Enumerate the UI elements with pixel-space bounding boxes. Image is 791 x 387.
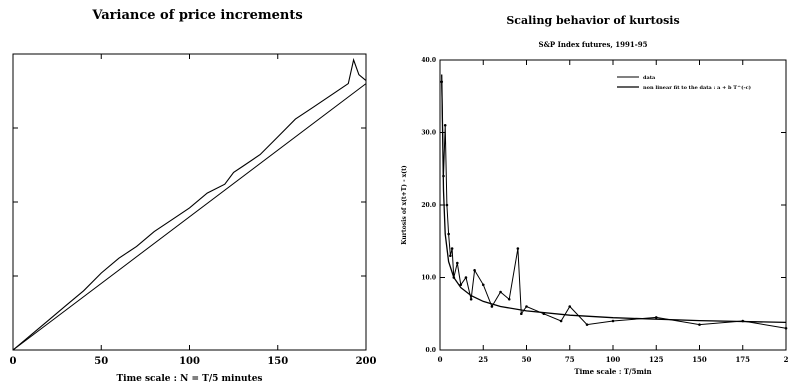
data-point — [559, 319, 563, 323]
chart-title: Variance of price increments — [92, 8, 303, 23]
x-tick-label: 100 — [179, 356, 200, 367]
data-point — [450, 247, 454, 250]
data-point — [516, 247, 520, 250]
x-axis-label: Time scale : N = T/5 minutes — [116, 374, 262, 384]
y-tick-label: 30.0 — [421, 130, 436, 137]
data-point — [525, 305, 528, 308]
data-point — [611, 319, 615, 323]
x-tick-label: 0 — [10, 356, 17, 367]
legend-label: data — [643, 75, 656, 81]
legend-label: non linear fit to the data : a + b T^(-c… — [643, 84, 751, 91]
x-tick-label: 100 — [606, 355, 621, 364]
data-point — [490, 305, 494, 308]
series-line-1 — [12, 57, 367, 351]
data-point — [473, 268, 476, 272]
data-point — [443, 123, 447, 127]
x-tick-label: 50 — [94, 356, 108, 367]
data-point — [464, 276, 468, 279]
data-point — [449, 254, 452, 258]
x-tick-label: 0 — [438, 355, 443, 364]
data-point — [447, 232, 450, 236]
kurtosis-chart-svg: 0 25 50 75 100 125 150 175 20.010.020.030.040.0T… — [401, 57, 789, 376]
data-point — [784, 326, 788, 330]
series-line-2 — [12, 83, 367, 351]
data-point — [507, 297, 511, 301]
data-point — [585, 323, 589, 326]
data-point — [481, 283, 485, 287]
data-point — [520, 312, 523, 316]
x-tick-label: 2 — [784, 355, 789, 364]
x-tick-label: 175 — [735, 355, 750, 364]
variance-chart-panel: Variance of price increments 0 50 100 150 20… — [0, 0, 395, 387]
x-tick-label: 200 — [356, 356, 377, 367]
series-line-2 — [441, 74, 787, 324]
x-tick-label: 75 — [565, 355, 575, 364]
data-point — [469, 297, 473, 301]
chart-title: Scaling behavior of kurtosis — [506, 14, 680, 27]
data-point — [568, 305, 572, 308]
data-point — [445, 203, 449, 207]
data-point — [459, 283, 463, 287]
series-line-1 — [441, 81, 787, 329]
y-tick-label: 20.0 — [421, 202, 436, 209]
chart-subtitle: S&P Index futures, 1991-95 — [538, 40, 648, 49]
kurtosis-chart-panel: Scaling behavior of kurtosis S&P Index f… — [395, 0, 791, 387]
y-tick-label: 10.0 — [421, 275, 436, 282]
data-point — [654, 316, 658, 319]
data-point — [456, 261, 459, 265]
y-tick-label: 40.0 — [421, 57, 436, 64]
y-axis-label: Kurtosis of x(t+T) - x(t) — [401, 165, 408, 245]
variance-chart-svg: 0 50 100 150 200 Time scale : N = T/5 minutes — [10, 53, 377, 384]
y-tick-label: 0.0 — [426, 347, 436, 354]
x-tick-label: 50 — [522, 355, 532, 364]
x-tick-label: 25 — [478, 355, 488, 364]
data-point — [499, 290, 502, 294]
x-axis-label: Time scale : T/5min — [574, 367, 651, 376]
data-point — [698, 323, 701, 326]
x-tick-label: 125 — [649, 355, 664, 364]
x-tick-label: 150 — [267, 356, 288, 367]
x-tick-label: 150 — [692, 355, 707, 364]
